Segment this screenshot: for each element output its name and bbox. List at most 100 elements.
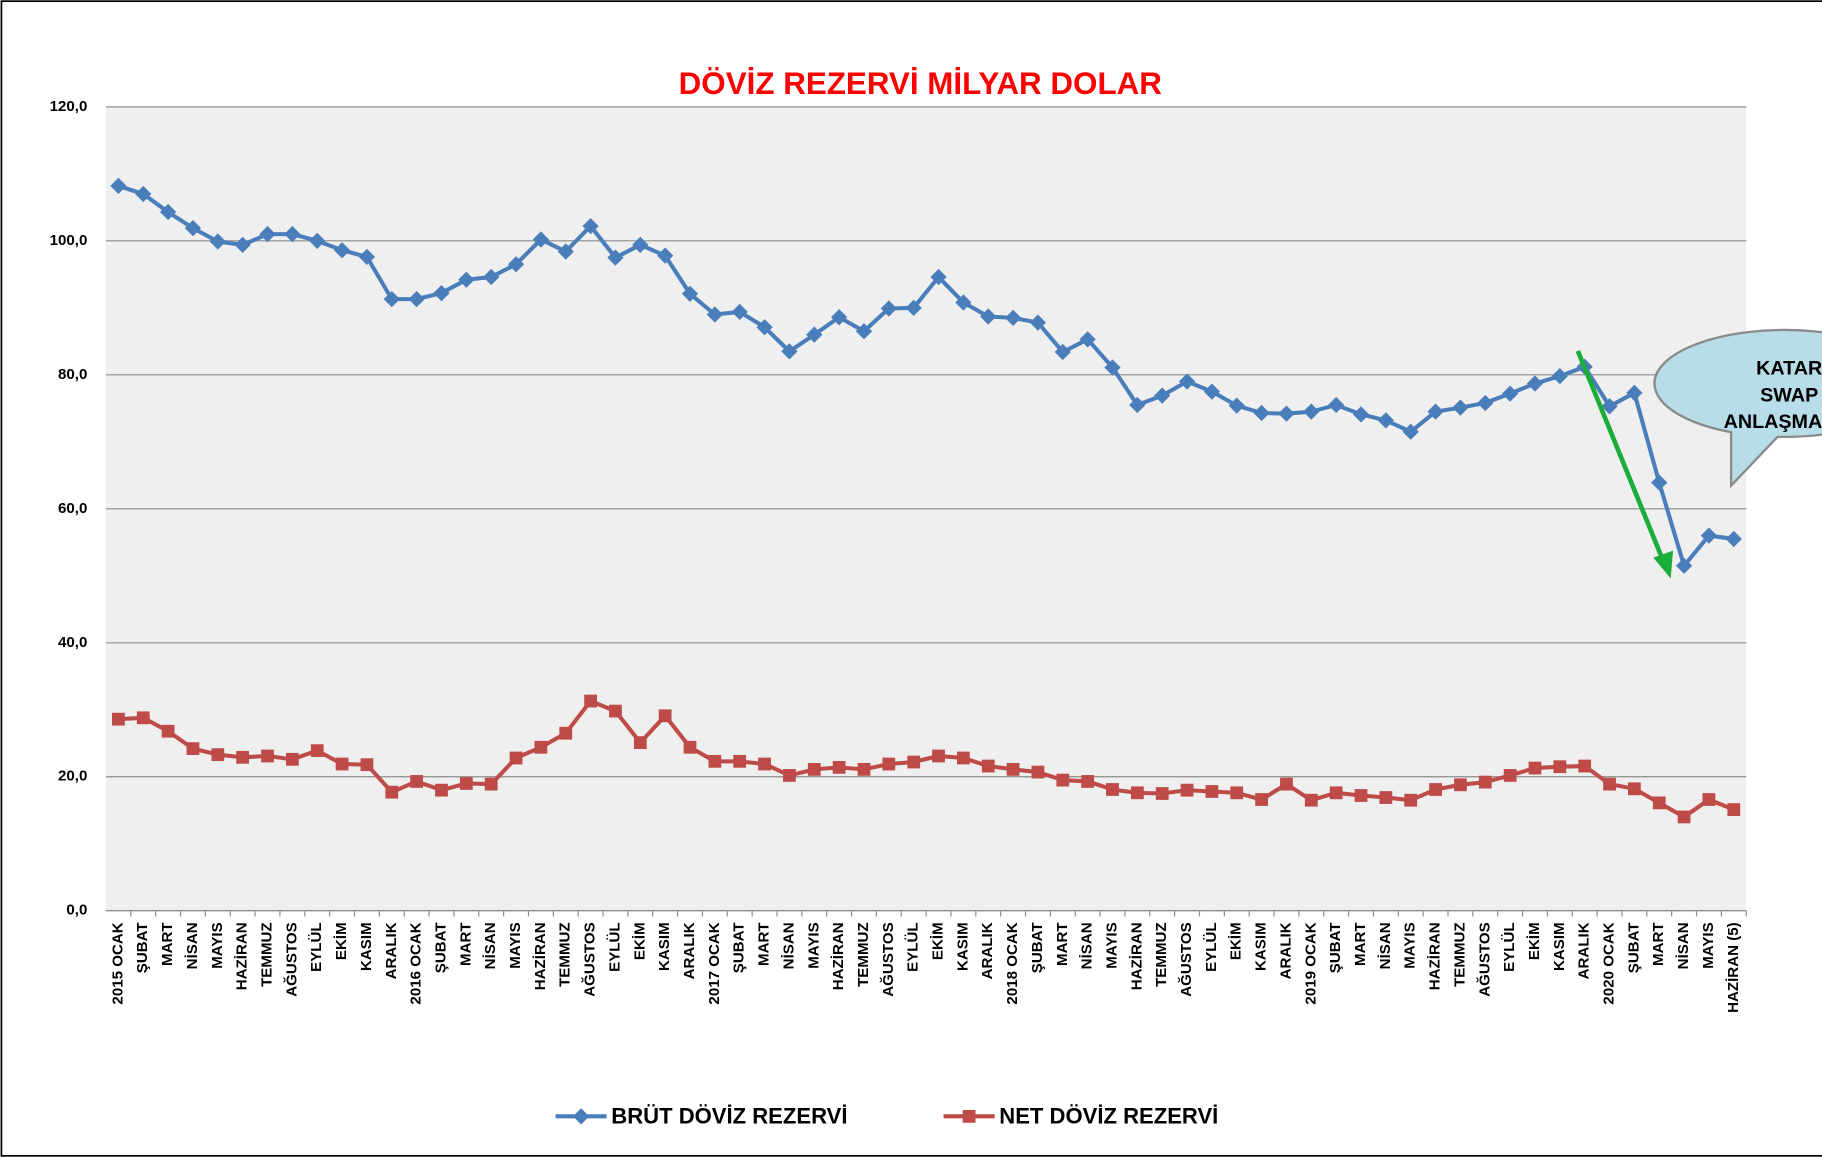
data-point	[1553, 760, 1567, 774]
data-point	[1304, 793, 1318, 807]
x-tick-label: 2018 OCAK	[1004, 922, 1021, 1004]
data-point	[830, 309, 848, 326]
x-tick-label: 2019 OCAK	[1302, 922, 1319, 1004]
x-tick-label: HAZİRAN (5)	[1725, 922, 1742, 1013]
callout-text: SWAP	[1760, 384, 1818, 406]
data-point	[882, 757, 896, 771]
callout	[1653, 328, 1822, 489]
data-point	[261, 749, 274, 763]
data-point	[857, 762, 871, 776]
x-tick-label: MAYIS	[507, 922, 524, 968]
data-point	[458, 271, 475, 288]
data-point	[1725, 530, 1742, 548]
x-tick-label: AĞUSTOS	[282, 922, 300, 996]
data-point	[1178, 373, 1196, 390]
data-point	[681, 285, 699, 302]
x-tick-label: ARALIK	[1277, 922, 1294, 979]
x-tick-label: MART	[159, 922, 176, 966]
callout-text: KATAR	[1756, 358, 1822, 380]
data-point	[1526, 375, 1544, 392]
data-point	[1700, 527, 1718, 544]
x-tick-label: ŞUBAT	[134, 922, 151, 974]
data-point	[1402, 423, 1419, 440]
x-tick-label: EYLÜL	[1203, 922, 1220, 971]
x-tick-label: ŞUBAT	[432, 922, 449, 974]
x-tick-label: MAYIS	[1700, 922, 1717, 968]
data-point	[309, 232, 326, 249]
data-point	[136, 711, 150, 725]
data-point	[758, 757, 771, 771]
data-point	[1454, 778, 1467, 792]
data-point	[509, 751, 523, 765]
data-point	[632, 236, 649, 253]
data-point	[1203, 383, 1221, 400]
data-point	[706, 306, 723, 323]
data-point	[408, 290, 425, 308]
legend-marker	[572, 1108, 590, 1125]
x-tick-label: 2020 OCAK	[1601, 922, 1618, 1004]
data-point	[1727, 803, 1741, 816]
data-point	[1477, 394, 1494, 412]
data-point	[333, 242, 351, 259]
data-point	[1155, 787, 1169, 800]
x-tick-label: AĞUSTOS	[1475, 922, 1493, 996]
x-tick-label: AĞUSTOS	[581, 922, 599, 996]
x-tick-label: ŞUBAT	[731, 922, 748, 974]
plot: 0,0 20,0 40,0 60,0 80,0 100,0 120,0 2015 OCAK ŞU…	[50, 98, 1747, 1013]
data-point	[135, 185, 152, 203]
x-tick-label: EYLÜL	[1501, 922, 1518, 971]
y-tick-label: 40,0	[58, 634, 87, 651]
y-tick-label: 80,0	[58, 366, 87, 383]
data-point	[783, 769, 796, 782]
x-tick-label: TEMMUZ	[1451, 922, 1468, 987]
data-point	[1478, 775, 1492, 789]
data-point	[1377, 412, 1394, 429]
data-point	[633, 736, 647, 749]
data-point	[607, 249, 624, 266]
data-point	[1628, 782, 1641, 796]
data-point	[532, 231, 550, 248]
data-point	[110, 177, 127, 195]
data-point	[310, 744, 324, 758]
data-point	[358, 248, 376, 266]
y-tick-label: 60,0	[58, 500, 87, 517]
x-tick-label: KASIM	[1253, 922, 1270, 971]
x-tick-label: KASIM	[954, 922, 971, 971]
data-point	[658, 709, 672, 723]
data-point	[1278, 405, 1295, 422]
data-point	[1130, 786, 1144, 800]
x-tick-label: TEMMUZ	[557, 922, 574, 987]
legend-label: NET DÖVİZ REZERVİ	[999, 1103, 1218, 1128]
x-tick-label: TEMMUZ	[855, 922, 872, 987]
data-point	[385, 785, 399, 799]
x-tick-label: ARALIK	[979, 922, 996, 979]
data-point	[410, 775, 424, 788]
data-point	[1379, 791, 1393, 804]
x-tick-label: MART	[1054, 922, 1071, 966]
data-point	[1702, 793, 1716, 806]
x-tick-label: ŞUBAT	[1625, 922, 1642, 974]
data-point	[1652, 796, 1666, 810]
x-tick-label: MAYIS	[1103, 922, 1120, 968]
x-tick-label: EKİM	[1228, 922, 1245, 960]
x-tick-label: 2015 OCAK	[109, 922, 126, 1004]
data-point	[1501, 385, 1519, 402]
data-point	[186, 742, 200, 756]
data-point	[1429, 783, 1442, 796]
chart-title: DÖVİZ REZERVİ MİLYAR DOLAR	[679, 66, 1162, 101]
data-point	[1230, 786, 1244, 800]
data-point	[932, 749, 945, 763]
data-point	[1675, 557, 1693, 574]
data-point	[930, 268, 947, 286]
data-point	[855, 323, 873, 340]
data-point	[1427, 403, 1444, 420]
data-point	[955, 294, 972, 311]
x-tick-label: NİSAN	[780, 922, 797, 969]
x-tick-label: HAZİRAN	[1427, 922, 1444, 990]
y-tick-label: 100,0	[50, 232, 88, 249]
x-tick-label: HAZİRAN	[1128, 922, 1145, 990]
data-point	[1452, 399, 1469, 416]
callout-text: ANLAŞMASI	[1724, 411, 1822, 433]
